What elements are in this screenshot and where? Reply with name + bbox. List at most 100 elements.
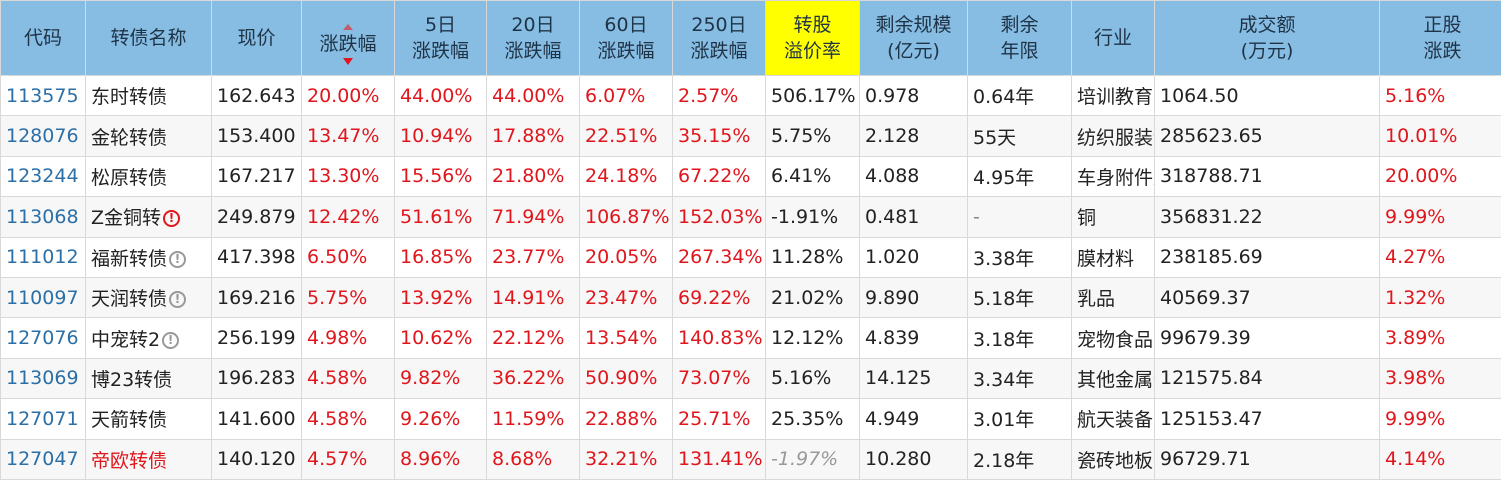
bond-name[interactable]: 中宠转2 <box>91 328 161 351</box>
volume-cell: 238185.69 <box>1154 236 1380 278</box>
col-price[interactable]: 现价 <box>211 0 302 76</box>
bond-code-cell[interactable]: 128076 <box>0 115 86 157</box>
change-60d-cell: 32.21% <box>579 438 673 480</box>
col-chg60[interactable]: 60日 涨跌幅 <box>579 0 673 76</box>
bond-name[interactable]: 福新转债 <box>91 247 168 270</box>
bond-code-cell[interactable]: 113575 <box>0 74 86 117</box>
change-20d: 14.91% <box>492 286 565 309</box>
premium-rate-cell: 12.12% <box>765 317 860 359</box>
bond-name-cell[interactable]: 金轮转债 <box>85 115 212 157</box>
premium-rate: 6.41% <box>771 165 832 188</box>
table-row[interactable]: 113069 博23转债 196.283 4.58% 9.82% 36.22% 50.90%… <box>0 357 1501 400</box>
col-stock[interactable]: 正股 涨跌 <box>1379 0 1501 76</box>
bond-name-cell[interactable]: Z金铜转! <box>85 196 212 238</box>
col-term[interactable]: 剩余 年限 <box>967 0 1072 76</box>
col-chg20[interactable]: 20日 涨跌幅 <box>486 0 580 76</box>
change-pct: 5.75% <box>307 286 368 309</box>
premium-rate-cell: 25.35% <box>765 398 860 440</box>
bond-code-cell[interactable]: 110097 <box>0 276 86 319</box>
table-row[interactable]: 128076 金轮转债 153.400 13.47% 10.94% 17.88% 22.51… <box>0 115 1501 157</box>
volume-cell: 99679.39 <box>1154 317 1380 359</box>
col-code[interactable]: 代码 <box>0 0 86 76</box>
bond-code-cell[interactable]: 123244 <box>0 155 86 198</box>
remaining-scale: 10.280 <box>865 448 932 471</box>
remaining-term-cell: 3.18年 <box>967 317 1072 359</box>
premium-rate-cell: -1.91% <box>765 196 860 238</box>
table-row[interactable]: 127047 帝欧转债 140.120 4.57% 8.96% 8.68% 32.21% 13… <box>0 438 1501 480</box>
bond-code-cell[interactable]: 127071 <box>0 398 86 440</box>
table-row[interactable]: 127076 中宠转2! 256.199 4.98% 10.62% 22.12% 13.54… <box>0 317 1501 359</box>
premium-rate: 21.02% <box>771 286 844 309</box>
industry-cell: 膜材料 <box>1071 236 1155 278</box>
change-5d-cell: 9.26% <box>394 398 487 440</box>
bond-name[interactable]: 帝欧转债 <box>91 449 168 472</box>
bond-name[interactable]: Z金铜转 <box>91 207 162 230</box>
col-chg250-label-2: 涨跌幅 <box>690 40 748 62</box>
remaining-scale-cell: 2.128 <box>859 115 968 157</box>
table-row[interactable]: 111012 福新转债! 417.398 6.50% 16.85% 23.77% 20.05… <box>0 236 1501 278</box>
volume-cell: 1064.50 <box>1154 74 1380 117</box>
bond-code[interactable]: 127071 <box>6 407 79 430</box>
info-icon[interactable]: ! <box>169 291 187 309</box>
table-row[interactable]: 110097 天润转债! 169.216 5.75% 13.92% 14.91% 23.47… <box>0 276 1501 319</box>
price: 169.216 <box>217 286 296 309</box>
bond-name[interactable]: 东时转债 <box>91 86 168 109</box>
table-row[interactable]: 113068 Z金铜转! 249.879 12.42% 51.61% 71.94% 106.… <box>0 196 1501 238</box>
remaining-term: 0.64年 <box>973 86 1035 109</box>
bond-code[interactable]: 127076 <box>6 327 79 350</box>
table-row[interactable]: 127071 天箭转债 141.600 4.58% 9.26% 11.59% 22.88% 2… <box>0 398 1501 440</box>
bond-name-cell[interactable]: 东时转债 <box>85 74 212 117</box>
alert-icon[interactable]: ! <box>163 210 181 228</box>
change-pct-cell: 13.47% <box>301 115 395 157</box>
bond-name[interactable]: 博23转债 <box>91 368 173 391</box>
volume-cell: 40569.37 <box>1154 276 1380 319</box>
col-name[interactable]: 转债名称 <box>85 0 212 76</box>
bond-code[interactable]: 123244 <box>6 165 79 188</box>
bond-code-cell[interactable]: 127076 <box>0 317 86 359</box>
col-change[interactable]: 涨跌幅 <box>301 0 395 76</box>
info-icon[interactable]: ! <box>169 250 187 268</box>
bond-code[interactable]: 128076 <box>6 125 79 148</box>
bond-name[interactable]: 天润转债 <box>91 288 168 311</box>
col-volume[interactable]: 成交额 (万元) <box>1154 0 1380 76</box>
bond-code[interactable]: 110097 <box>6 286 79 309</box>
bond-name-cell[interactable]: 中宠转2! <box>85 317 212 359</box>
col-premium[interactable]: 转股 溢价率 <box>765 0 860 76</box>
bond-name-cell[interactable]: 博23转债 <box>85 357 212 400</box>
bond-name[interactable]: 金轮转债 <box>91 126 168 149</box>
bond-code-cell[interactable]: 111012 <box>0 236 86 278</box>
bond-code-cell[interactable]: 113068 <box>0 196 86 238</box>
bond-code[interactable]: 113575 <box>6 84 79 107</box>
bond-name-cell[interactable]: 福新转债! <box>85 236 212 278</box>
premium-rate-cell: 6.41% <box>765 155 860 198</box>
stock-change-cell: 20.00% <box>1379 155 1501 198</box>
bond-name-cell[interactable]: 松原转债 <box>85 155 212 198</box>
change-pct-cell: 4.58% <box>301 398 395 440</box>
bond-code[interactable]: 111012 <box>6 246 79 269</box>
bond-code-cell[interactable]: 127047 <box>0 438 86 480</box>
col-chg250[interactable]: 250日 涨跌幅 <box>672 0 766 76</box>
info-icon[interactable]: ! <box>162 331 180 349</box>
col-industry[interactable]: 行业 <box>1071 0 1155 76</box>
change-pct: 12.42% <box>307 205 380 228</box>
change-pct-cell: 6.50% <box>301 236 395 278</box>
bond-name[interactable]: 天箭转债 <box>91 409 168 432</box>
bond-code[interactable]: 113068 <box>6 205 79 228</box>
change-pct-cell: 12.42% <box>301 196 395 238</box>
bond-name-cell[interactable]: 天润转债! <box>85 276 212 319</box>
change-pct-cell: 13.30% <box>301 155 395 198</box>
premium-rate: 11.28% <box>771 246 844 269</box>
price: 196.283 <box>217 367 296 390</box>
industry: 车身附件及饰件 <box>1077 166 1154 189</box>
table-row[interactable]: 113575 东时转债 162.643 20.00% 44.00% 44.00% 6.07%… <box>0 74 1501 117</box>
bond-name-cell[interactable]: 天箭转债 <box>85 398 212 440</box>
bond-code-cell[interactable]: 113069 <box>0 357 86 400</box>
table-row[interactable]: 123244 松原转债 167.217 13.30% 15.56% 21.80% 24.18… <box>0 155 1501 198</box>
bond-name-cell[interactable]: 帝欧转债 <box>85 438 212 480</box>
bond-name[interactable]: 松原转债 <box>91 166 168 189</box>
bond-code[interactable]: 113069 <box>6 367 79 390</box>
change-20d: 17.88% <box>492 125 565 148</box>
col-scale[interactable]: 剩余规模 (亿元) <box>859 0 968 76</box>
col-chg5[interactable]: 5日 涨跌幅 <box>394 0 487 76</box>
bond-code[interactable]: 127047 <box>6 448 79 471</box>
